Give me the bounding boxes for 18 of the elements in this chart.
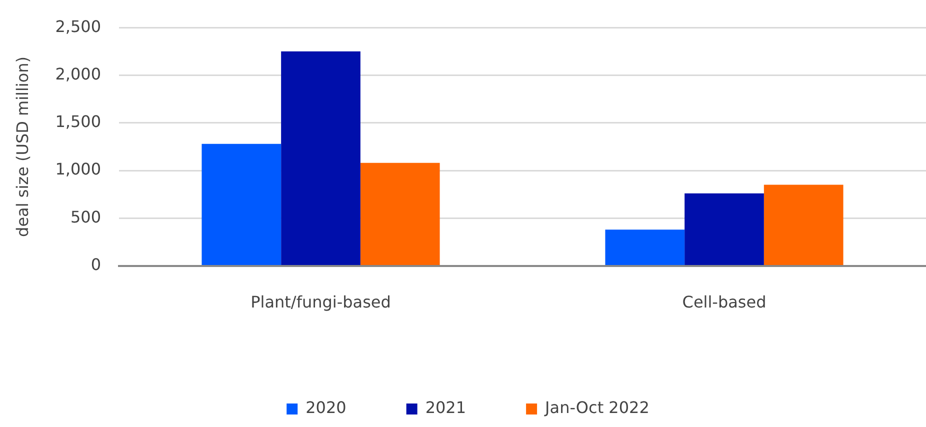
bar bbox=[281, 51, 360, 266]
legend-label: 2021 bbox=[425, 398, 466, 418]
x-tick-label: Cell-based bbox=[682, 292, 766, 312]
bar bbox=[684, 193, 764, 266]
y-tick-label: 2,000 bbox=[55, 64, 102, 84]
bar bbox=[202, 144, 282, 266]
y-tick-label: 500 bbox=[70, 207, 102, 226]
y-tick-label: 1,000 bbox=[55, 160, 102, 179]
y-tick-label: 2,500 bbox=[55, 16, 102, 36]
bar bbox=[764, 184, 844, 266]
legend-label: 2020 bbox=[306, 398, 346, 418]
bar bbox=[360, 162, 440, 266]
y-tick-label: 0 bbox=[90, 254, 102, 274]
legend-label: Jan-Oct 2022 bbox=[544, 398, 650, 418]
y-tick-label: 1,500 bbox=[55, 112, 102, 132]
bar bbox=[605, 230, 685, 266]
x-tick-label: Plant/fungi-based bbox=[250, 292, 391, 312]
y-axis-title: deal size (USD million) bbox=[12, 56, 32, 237]
